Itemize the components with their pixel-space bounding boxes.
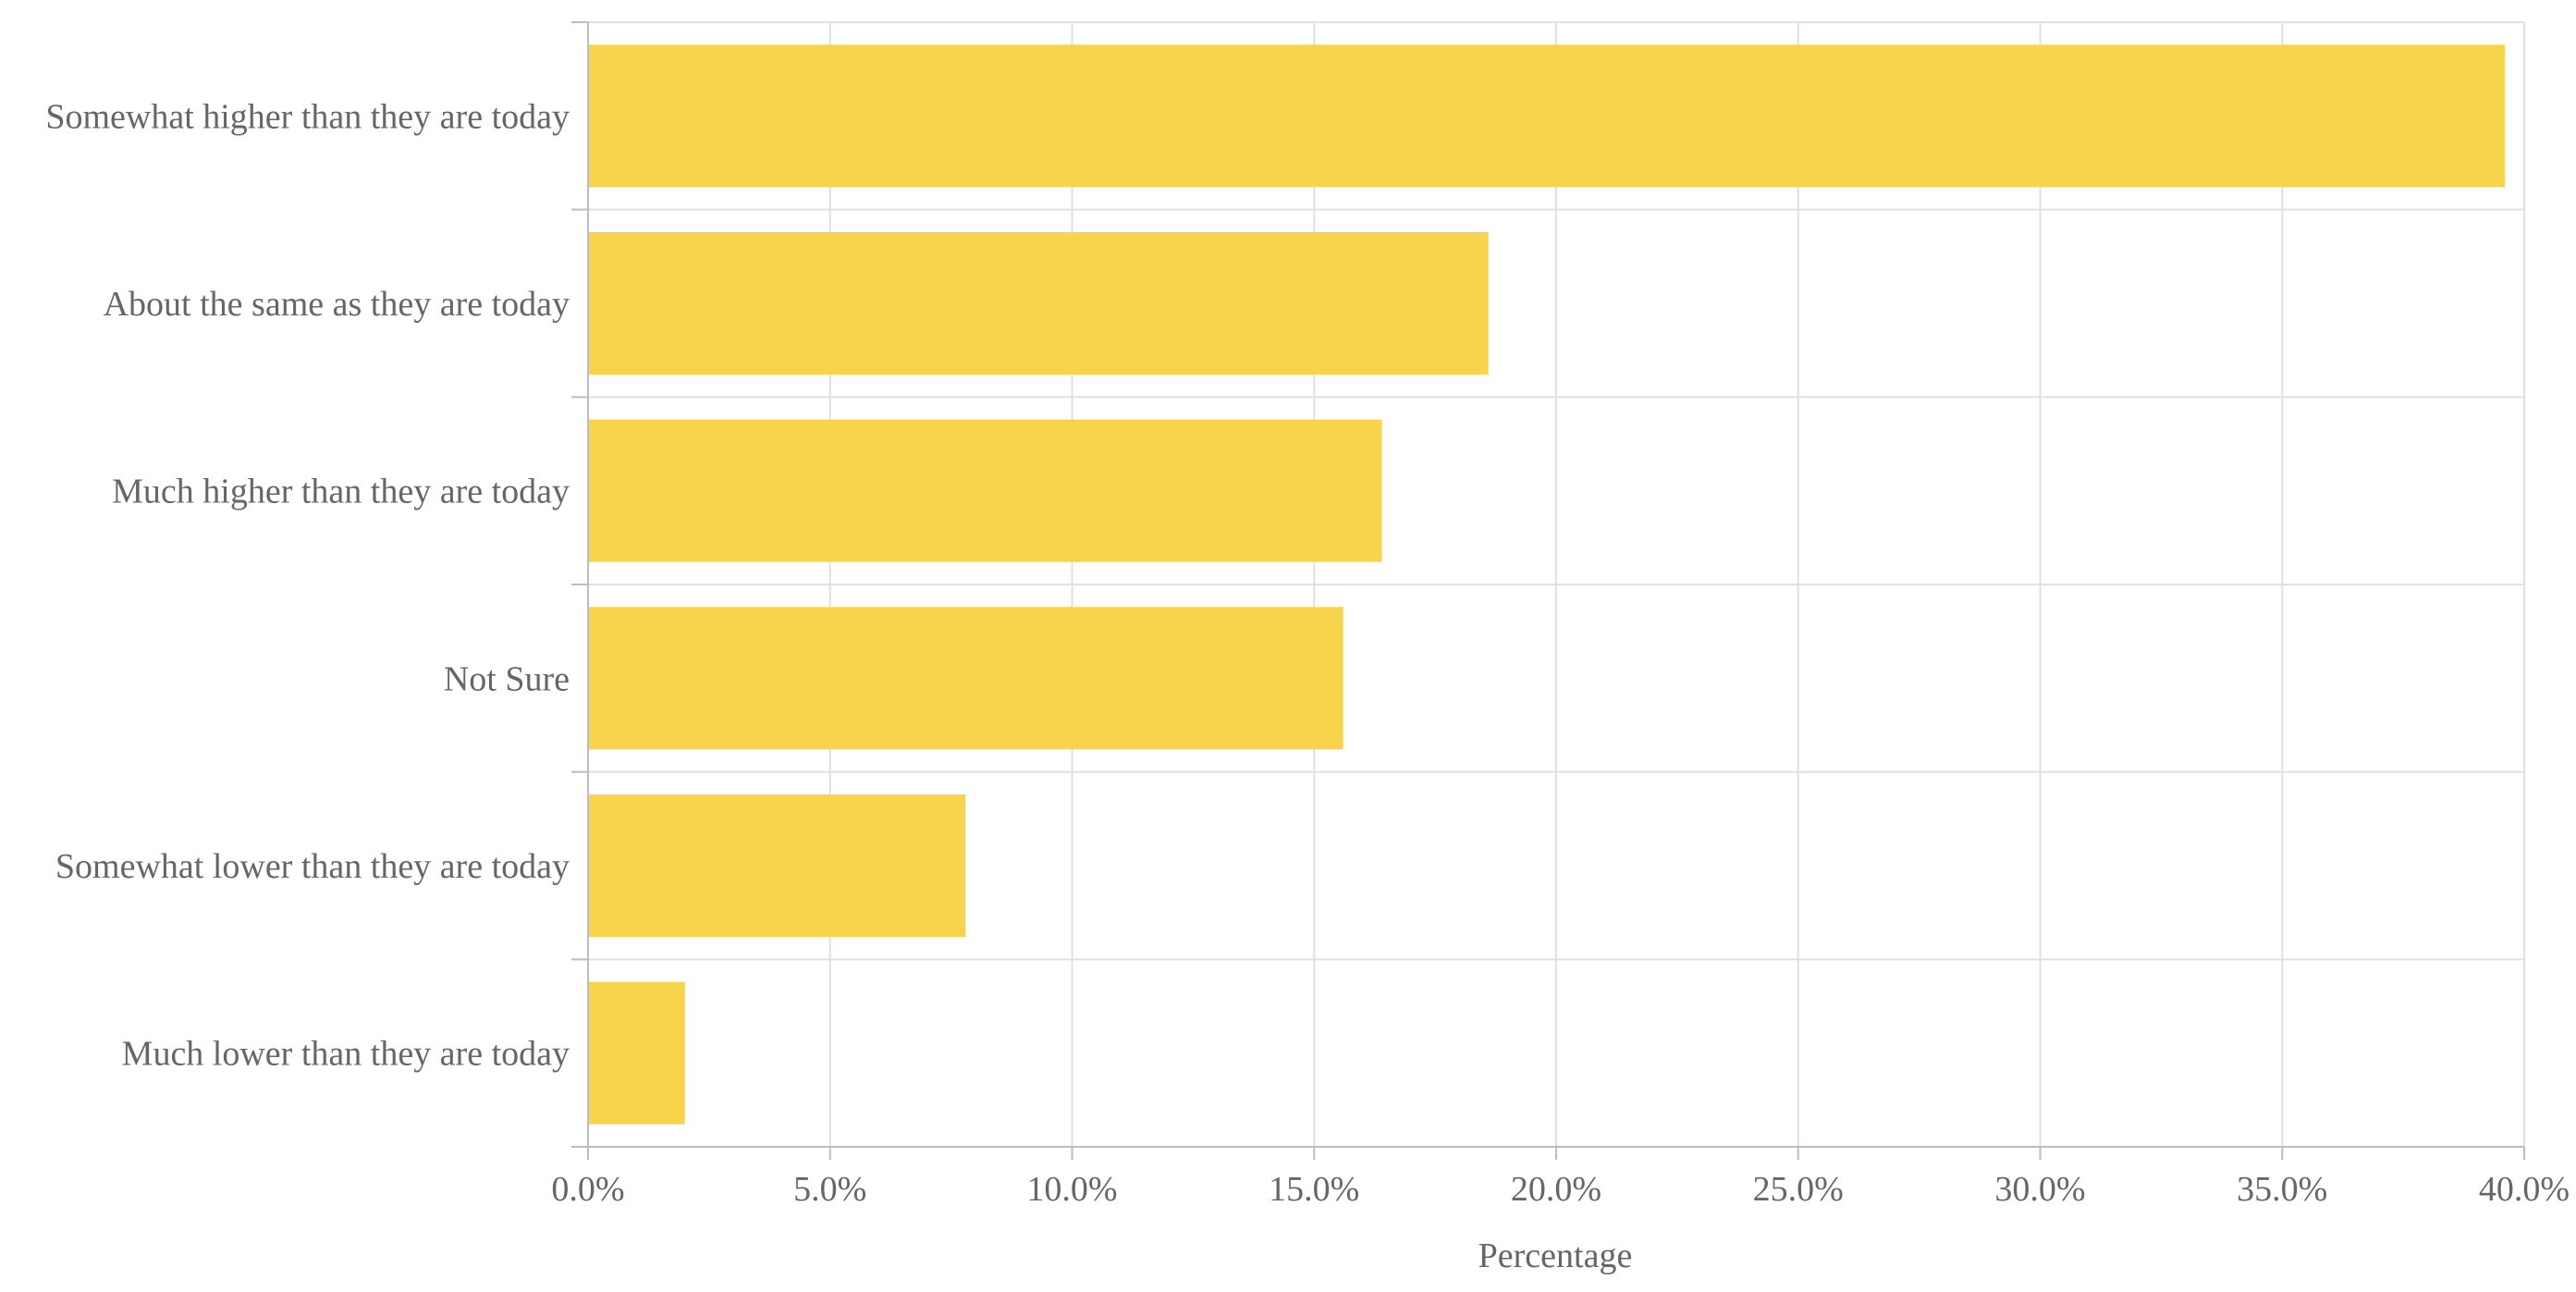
- grid-lines: [588, 21, 2525, 1147]
- category-label: Somewhat lower than they are today: [55, 847, 570, 886]
- x-tick-label: 25.0%: [1753, 1170, 1844, 1209]
- bar: [588, 981, 685, 1125]
- bar: [588, 44, 2506, 188]
- x-tick-label: 15.0%: [1269, 1170, 1359, 1209]
- x-tick-label: 30.0%: [1994, 1170, 2085, 1209]
- x-tick-labels: 0.0% 5.0% 10.0% 15.0% 20.0% 25.0% 30.0% 35.0% 40…: [551, 1170, 2570, 1209]
- x-tick-label: 40.0%: [2479, 1170, 2570, 1209]
- category-label: Much higher than they are today: [112, 473, 570, 511]
- x-tick-label: 5.0%: [793, 1170, 866, 1209]
- category-label: Much lower than they are today: [122, 1035, 570, 1074]
- bar: [588, 231, 1489, 375]
- x-tick-label: 10.0%: [1026, 1170, 1117, 1209]
- bar: [588, 607, 1343, 750]
- category-label: About the same as they are today: [104, 285, 570, 324]
- x-tick-label: 0.0%: [551, 1170, 624, 1209]
- bar: [588, 794, 966, 938]
- category-label: Not Sure: [444, 659, 570, 698]
- category-labels: Somewhat higher than they are today About…: [45, 97, 570, 1073]
- x-tick-label: 35.0%: [2237, 1170, 2327, 1209]
- axes: [571, 21, 2525, 1160]
- bars: [588, 44, 2506, 1125]
- x-axis-title: Percentage: [1478, 1237, 1633, 1275]
- category-label: Somewhat higher than they are today: [45, 97, 570, 136]
- bar: [588, 419, 1382, 562]
- x-tick-label: 20.0%: [1511, 1170, 1601, 1209]
